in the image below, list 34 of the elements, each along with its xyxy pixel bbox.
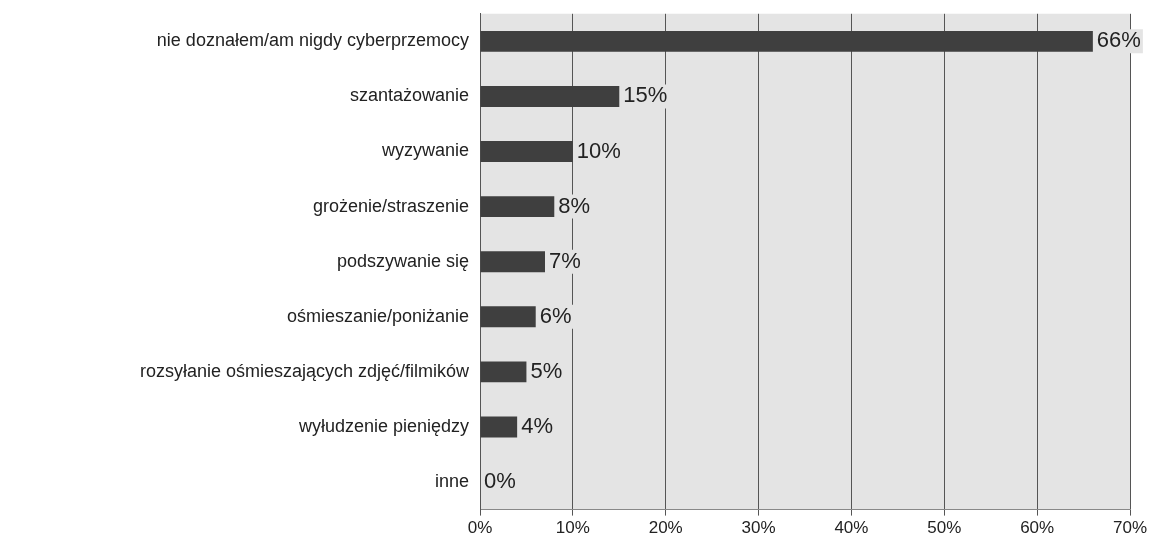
x-tick-label: 0% — [467, 518, 493, 538]
data-label: 8% — [558, 192, 591, 218]
x-tick-label: 40% — [834, 518, 869, 538]
y-tick-label: rozsyłanie ośmieszających zdjęć/filmików — [139, 360, 470, 381]
data-label: 0% — [484, 468, 516, 494]
y-tick-label: inne — [434, 471, 469, 492]
y-tick-label: wyłudzenie pieniędzy — [297, 415, 469, 436]
data-label: 7% — [549, 247, 581, 273]
data-label: 66% — [1096, 27, 1141, 53]
y-tick-label: grożenie/straszenie — [312, 195, 469, 216]
x-tick-label: 20% — [648, 518, 683, 538]
bar — [480, 306, 536, 328]
bar — [480, 141, 573, 162]
y-tick-label: nie doznałem/am nigdy cyberprzemocy — [156, 30, 469, 51]
data-label: 10% — [576, 137, 621, 163]
bar — [480, 85, 620, 107]
data-label: 5% — [530, 357, 563, 383]
y-tick-label: wyzywanie — [380, 140, 469, 161]
x-tick-label: 10% — [555, 518, 590, 538]
y-tick-label: podszywanie się — [336, 250, 469, 271]
bar — [480, 416, 518, 438]
y-tick-label: szantażowanie — [349, 85, 469, 106]
bar — [480, 196, 555, 218]
x-tick-label: 70% — [1112, 518, 1148, 538]
x-tick-label: 30% — [741, 518, 776, 538]
y-tick-label: ośmieszanie/poniżanie — [286, 305, 469, 326]
bar — [480, 361, 527, 383]
bar — [480, 251, 545, 273]
x-tick-label: 60% — [1020, 518, 1055, 538]
data-label: 6% — [539, 302, 572, 328]
bar — [480, 30, 1093, 52]
data-label: 15% — [623, 82, 668, 108]
x-tick-label: 50% — [927, 518, 962, 538]
data-label: 4% — [521, 413, 553, 439]
